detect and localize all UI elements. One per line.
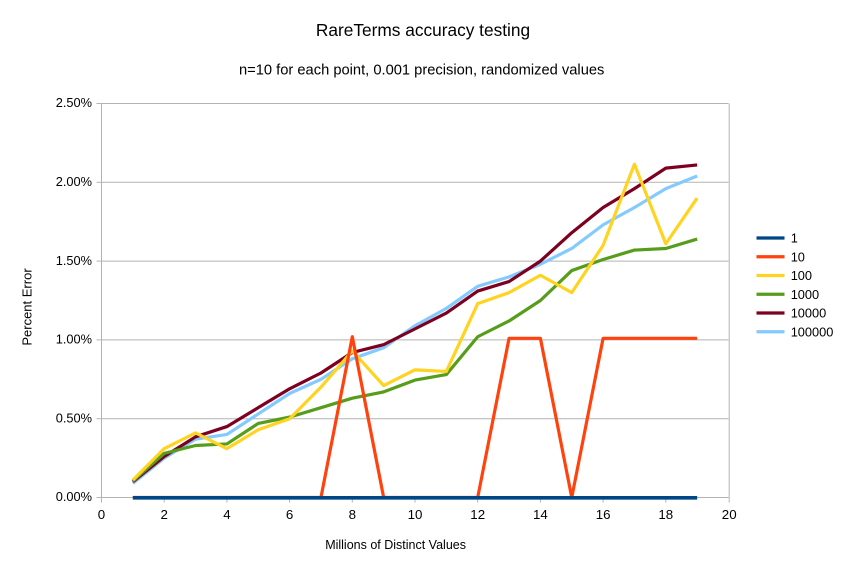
svg-text:18: 18 <box>658 507 673 522</box>
svg-text:n=10 for each point, 0.001 pre: n=10 for each point, 0.001 precision, ra… <box>239 63 604 79</box>
svg-text:RareTerms accuracy testing: RareTerms accuracy testing <box>316 20 530 40</box>
svg-text:0.00%: 0.00% <box>56 489 92 504</box>
svg-text:Millions of Distinct Values: Millions of Distinct Values <box>325 538 466 552</box>
svg-text:0.50%: 0.50% <box>56 410 92 425</box>
svg-text:14: 14 <box>533 507 548 522</box>
svg-text:100: 100 <box>791 268 812 283</box>
svg-text:2.50%: 2.50% <box>56 95 92 110</box>
svg-text:10: 10 <box>408 507 423 522</box>
svg-text:10000: 10000 <box>791 306 827 321</box>
svg-text:10: 10 <box>791 249 805 264</box>
svg-text:1.50%: 1.50% <box>56 253 92 268</box>
svg-text:1.00%: 1.00% <box>56 332 92 347</box>
svg-text:Percent Error: Percent Error <box>19 268 34 346</box>
svg-text:100000: 100000 <box>791 324 834 339</box>
svg-text:1000: 1000 <box>791 287 819 302</box>
svg-text:2.00%: 2.00% <box>56 174 92 189</box>
svg-text:20: 20 <box>722 507 737 522</box>
svg-text:0: 0 <box>98 507 105 522</box>
svg-text:8: 8 <box>349 507 356 522</box>
svg-text:2: 2 <box>160 507 167 522</box>
svg-text:1: 1 <box>791 231 798 246</box>
svg-text:16: 16 <box>596 507 611 522</box>
svg-text:12: 12 <box>470 507 485 522</box>
svg-text:6: 6 <box>286 507 293 522</box>
svg-text:4: 4 <box>223 507 230 522</box>
